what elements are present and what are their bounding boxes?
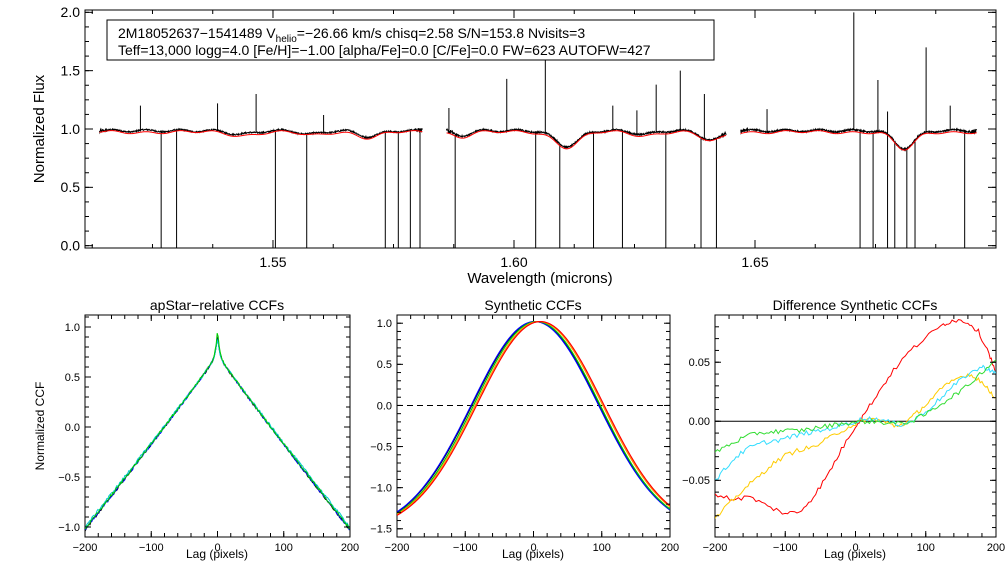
y-tick-label: 1.0 — [377, 318, 392, 330]
y-tick-label: −0.05 — [682, 475, 710, 487]
spectrum-data-layer — [85, 12, 996, 248]
y-tick-label: 0.0 — [377, 400, 392, 412]
info-line-1: 2M18052637−1541489 Vhelio=−26.66 km/s ch… — [118, 25, 585, 45]
x-tick-label: 0 — [852, 542, 858, 554]
apstar-ccf-axes-frame — [84, 314, 351, 538]
y-tick-label: −0.5 — [370, 441, 392, 453]
y-tick-label: 0.0 — [61, 238, 81, 254]
x-tick-label: 1.55 — [259, 254, 286, 270]
y-tick-label: −1.0 — [370, 483, 392, 495]
difference-ccf-ticks: −200 −100 0 100 200 −0.05 0.00 0.05 — [682, 314, 1005, 554]
synthetic-ccf-ticks: −200 −100 0 100 200 −1.5 −1.0 −0.5 0.0 0.5 1.0 — [370, 314, 679, 554]
difference-ccf-orange — [715, 372, 996, 519]
y-tick-label: 0.5 — [377, 359, 392, 371]
x-tick-label: −100 — [139, 542, 164, 554]
info-line-1-pre: 2M18052637−1541489 V — [118, 25, 276, 41]
synthetic-ccf-orange — [397, 320, 670, 516]
info-line-1-post: =−26.66 km/s chisq=2.58 S/N=153.8 Nvisit… — [297, 25, 586, 41]
spectrum-y-axis-label: Normalized Flux — [31, 74, 48, 183]
x-tick-label: 100 — [917, 542, 935, 554]
info-box-frame — [106, 19, 715, 61]
spectrum-panel: 1.55 1.60 1.65 0.0 0.5 1.0 1.5 2.0 2M18052637−1… — [31, 4, 997, 287]
model-spectrum-line — [446, 130, 727, 150]
y-tick-label: 1.0 — [65, 322, 80, 334]
model-spectrum-line — [740, 130, 977, 151]
info-line-2: Teff=13,000 logg=4.0 [Fe/H]=−1.00 [alpha… — [118, 42, 651, 58]
y-tick-label: −0.5 — [58, 472, 80, 484]
difference-ccf-cyan — [715, 364, 996, 480]
ccf-series-visit-4 — [85, 332, 350, 530]
y-tick-label: 1.0 — [61, 121, 81, 137]
observed-spectrum-line — [740, 12, 978, 248]
spectrum-x-axis-label: Wavelength (microns) — [467, 270, 612, 287]
y-tick-label: 0.05 — [689, 357, 710, 369]
y-tick-label: 0.00 — [689, 416, 710, 428]
y-tick-label: 0.5 — [61, 179, 81, 195]
x-tick-label: 100 — [593, 542, 611, 554]
info-line-1-subscript: helio — [276, 34, 298, 45]
ccf-series-visit-2 — [85, 338, 350, 531]
synthetic-ccf-axes-frame — [396, 314, 671, 538]
x-tick-label: 200 — [661, 542, 679, 554]
observed-spectrum-line — [446, 59, 727, 248]
x-tick-label: 200 — [987, 542, 1005, 554]
synthetic-ccf-green — [397, 320, 670, 515]
ccf-series-visit-1 — [85, 336, 350, 532]
y-tick-label: −1.5 — [370, 524, 392, 536]
x-tick-label: 1.65 — [741, 254, 768, 270]
synthetic-ccf-red — [397, 320, 670, 516]
y-tick-label: −1.0 — [58, 522, 80, 534]
y-tick-label: 2.0 — [61, 4, 81, 20]
spectrum-info-box: 2M18052637−1541489 Vhelio=−26.66 km/s ch… — [106, 19, 715, 61]
x-tick-label: −200 — [73, 542, 98, 554]
ccf-series-visit-3 — [85, 338, 350, 529]
synthetic-ccf-black — [397, 320, 670, 513]
apstar-ccf-panel: −200 −100 0 100 200 −1.0 −0.5 0.0 0.5 1.0 apStar−… — [33, 297, 359, 561]
difference-ccf-panel: −200 −100 0 100 200 −0.05 0.00 0.05 Difference … — [682, 297, 1005, 561]
observed-spectrum-line — [98, 94, 423, 248]
x-tick-label: 0 — [530, 542, 536, 554]
x-tick-label: 200 — [341, 542, 359, 554]
difference-ccf-title: Difference Synthetic CCFs — [773, 297, 938, 313]
difference-ccf-red — [715, 318, 996, 515]
x-tick-label: −200 — [385, 542, 410, 554]
apstar-ccf-x-axis-label: Lag (pixels) — [186, 547, 248, 561]
synthetic-ccf-x-axis-label: Lag (pixels) — [502, 547, 564, 561]
synthetic-ccf-title: Synthetic CCFs — [484, 297, 581, 313]
difference-ccf-green — [715, 359, 996, 453]
apstar-ccf-ticks: −200 −100 0 100 200 −1.0 −0.5 0.0 0.5 1.0 — [58, 315, 359, 554]
apstar-ccf-y-axis-label: Normalized CCF — [33, 382, 47, 471]
spectrum-ticks: 1.55 1.60 1.65 0.0 0.5 1.0 1.5 2.0 — [61, 4, 997, 270]
y-tick-label: 1.5 — [61, 63, 81, 79]
difference-ccf-axes-frame — [714, 314, 997, 538]
difference-ccf-data-layer — [715, 318, 996, 519]
apstar-ccf-title: apStar−relative CCFs — [150, 297, 284, 313]
x-tick-label: −100 — [773, 542, 798, 554]
apstar-ccf-data-layer — [85, 332, 350, 532]
y-tick-label: 0.0 — [65, 422, 80, 434]
x-tick-label: 100 — [275, 542, 293, 554]
model-spectrum-line — [99, 130, 423, 140]
y-tick-label: 0.5 — [65, 372, 80, 384]
synthetic-ccf-data-layer — [397, 320, 670, 516]
synthetic-ccf-panel: −200 −100 0 100 200 −1.5 −1.0 −0.5 0.0 0.5 1.0 Syn… — [370, 297, 679, 561]
x-tick-label: 1.60 — [500, 254, 527, 270]
synthetic-ccf-blue — [397, 320, 670, 513]
difference-ccf-x-axis-label: Lag (pixels) — [824, 547, 886, 561]
x-tick-label: −200 — [703, 542, 728, 554]
x-tick-label: −100 — [453, 542, 478, 554]
x-tick-label: 0 — [214, 542, 220, 554]
